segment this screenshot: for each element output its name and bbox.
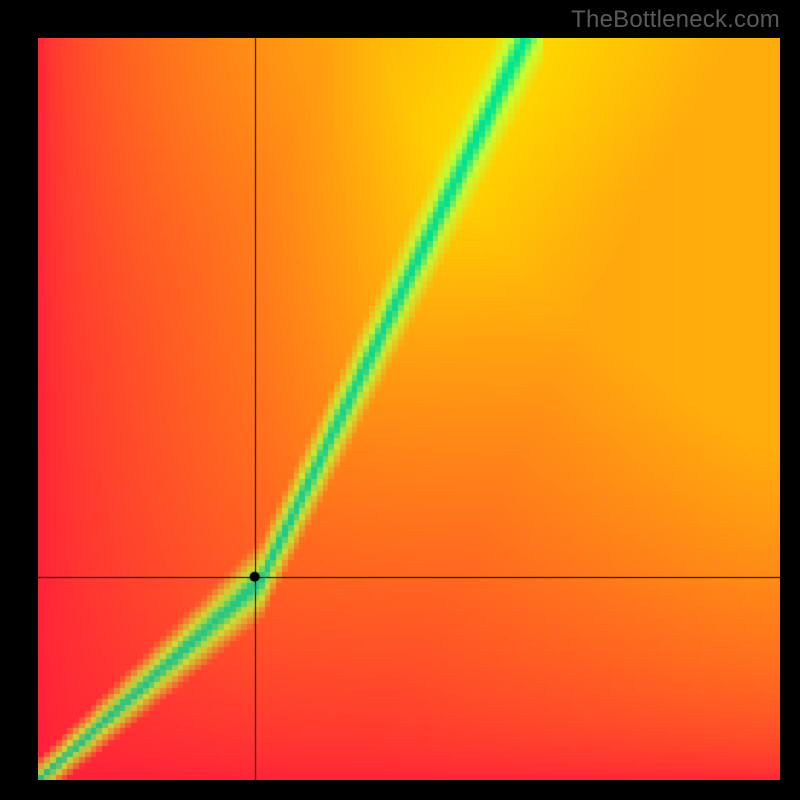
chart-container: TheBottleneck.com bbox=[0, 0, 800, 800]
bottleneck-heatmap bbox=[38, 38, 780, 780]
watermark-label: TheBottleneck.com bbox=[571, 6, 780, 34]
